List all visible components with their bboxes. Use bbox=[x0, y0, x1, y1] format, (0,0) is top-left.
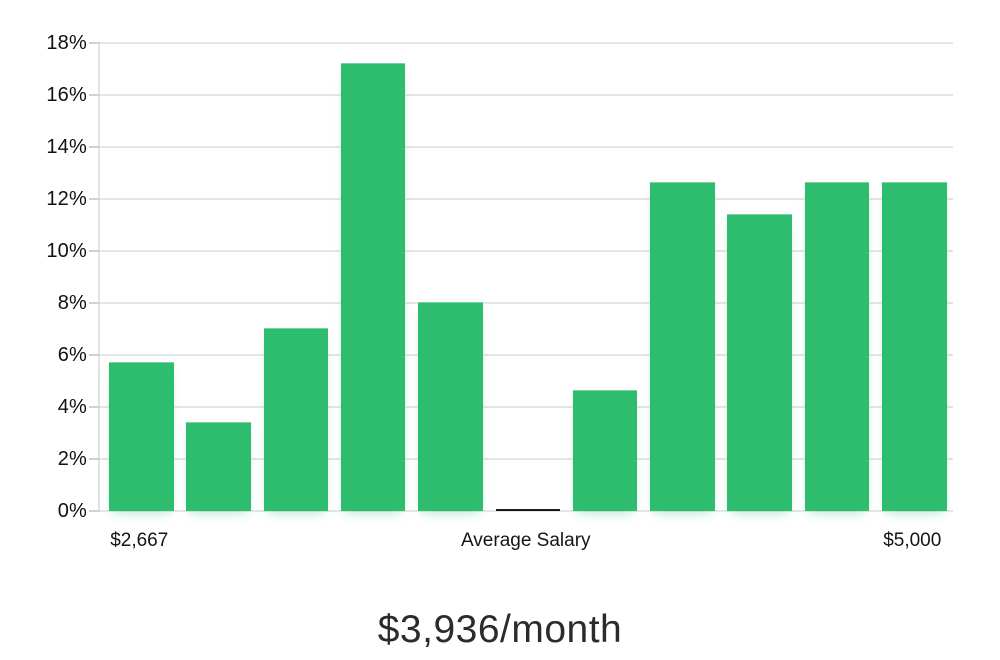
y-axis-tickmark bbox=[89, 250, 100, 252]
y-axis-tick-label: 16% bbox=[46, 84, 87, 106]
gridline bbox=[100, 94, 953, 96]
y-axis-tick-label: 0% bbox=[57, 500, 87, 522]
y-axis-tick-label: 10% bbox=[46, 240, 87, 262]
average-salary-title: $3,936/month bbox=[377, 608, 623, 651]
histogram-bar bbox=[882, 182, 947, 511]
histogram-bar bbox=[263, 328, 329, 511]
y-axis-tickmark bbox=[89, 94, 100, 96]
y-axis-tick-label: 2% bbox=[57, 448, 87, 470]
gridline bbox=[100, 510, 953, 512]
y-axis-tick-label: 4% bbox=[57, 396, 87, 418]
histogram-bar bbox=[650, 182, 715, 511]
histogram-bar bbox=[804, 182, 870, 511]
x-axis-label: $2,667 bbox=[110, 530, 169, 551]
y-axis-tickmark bbox=[89, 406, 100, 408]
y-axis-tick-label: 12% bbox=[46, 188, 87, 210]
x-axis-label: Average Salary bbox=[460, 530, 591, 551]
gridline bbox=[100, 354, 953, 356]
y-axis-tickmark bbox=[89, 42, 100, 44]
y-axis-tick-label: 8% bbox=[57, 292, 87, 314]
gridline bbox=[100, 406, 953, 408]
gridline bbox=[100, 250, 953, 252]
histogram-bar bbox=[418, 302, 483, 511]
gridline bbox=[100, 302, 953, 304]
histogram-bar bbox=[727, 213, 792, 511]
histogram-bar bbox=[572, 390, 638, 511]
plot-area bbox=[89, 42, 953, 512]
y-axis-tick-label: 18% bbox=[46, 32, 87, 54]
zero-value-bar bbox=[495, 509, 560, 511]
y-axis-tickmark bbox=[89, 302, 100, 304]
y-axis-tickmark bbox=[89, 198, 100, 200]
histogram-bar bbox=[109, 361, 174, 511]
histogram-bar bbox=[186, 421, 251, 511]
y-axis-tick-label: 6% bbox=[57, 344, 87, 366]
x-axis-label: $5,000 bbox=[883, 530, 942, 551]
y-axis-tickmark bbox=[89, 510, 100, 512]
gridline bbox=[100, 458, 953, 460]
y-axis-tickmark bbox=[89, 354, 100, 356]
gridline bbox=[100, 146, 953, 148]
y-axis-tickmark bbox=[89, 146, 100, 148]
y-axis-tick-label: 14% bbox=[46, 136, 87, 158]
histogram-bar bbox=[340, 62, 406, 511]
y-axis-tickmark bbox=[89, 458, 100, 460]
gridline bbox=[100, 42, 953, 44]
gridline bbox=[100, 198, 953, 200]
